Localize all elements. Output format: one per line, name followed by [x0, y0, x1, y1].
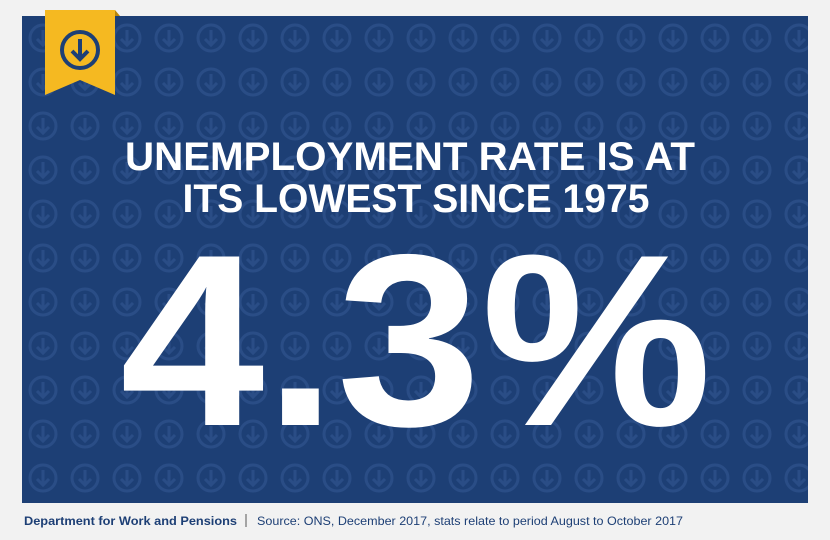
ribbon [45, 10, 120, 95]
headline-line: UNEMPLOYMENT RATE IS AT [125, 135, 695, 179]
headline-line: ITS LOWEST SINCE 1975 [183, 177, 650, 221]
big-figure: 4.3% [120, 203, 712, 477]
footer-organisation: Department for Work and Pensions [24, 514, 237, 528]
icon-pattern [22, 16, 808, 503]
footer-source: Source: ONS, December 2017, stats relate… [257, 514, 683, 528]
